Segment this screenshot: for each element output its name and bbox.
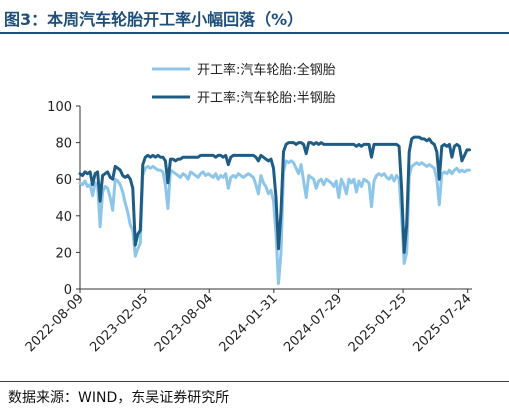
legend-label-semi-steel: 开工率:汽车轮胎:半钢胎 bbox=[197, 90, 336, 106]
y-tick-label: 60 bbox=[55, 173, 72, 188]
series-line-0 bbox=[78, 159, 471, 285]
x-axis: 2022-08-09 2023-02-05 2023-08-04 2024-01-31… bbox=[23, 288, 475, 355]
y-tick-label: 100 bbox=[47, 100, 72, 115]
x-tick-label: 2022-08-09 bbox=[23, 291, 87, 355]
x-tick-label: 2025-07-24 bbox=[410, 291, 474, 355]
x-tick-label: 2025-01-25 bbox=[346, 291, 410, 355]
y-tick-label: 20 bbox=[55, 246, 72, 261]
source-note: 数据来源：WIND，东吴证券研究所 bbox=[8, 390, 230, 406]
y-tick-label: 80 bbox=[55, 137, 72, 152]
x-tick-label: 2023-08-04 bbox=[152, 291, 216, 355]
page-title: 图3：本周汽车轮胎开工率小幅回落（%） bbox=[4, 10, 304, 29]
legend: 开工率:汽车轮胎:全钢胎 开工率:汽车轮胎:半钢胎 bbox=[152, 62, 336, 106]
series-layer bbox=[78, 135, 471, 285]
x-tick-label: 2024-01-31 bbox=[217, 291, 281, 355]
y-tick-label: 0 bbox=[64, 283, 72, 298]
title-divider bbox=[0, 32, 509, 34]
x-tick-label: 2023-02-05 bbox=[87, 291, 151, 355]
y-tick-label: 40 bbox=[55, 210, 72, 225]
y-axis: 0 20 40 60 80 100 bbox=[47, 100, 81, 298]
legend-label-all-steel: 开工率:汽车轮胎:全钢胎 bbox=[197, 62, 336, 78]
series-line-1 bbox=[78, 135, 471, 254]
source-divider bbox=[0, 381, 509, 382]
x-tick-label: 2024-07-29 bbox=[281, 291, 345, 355]
